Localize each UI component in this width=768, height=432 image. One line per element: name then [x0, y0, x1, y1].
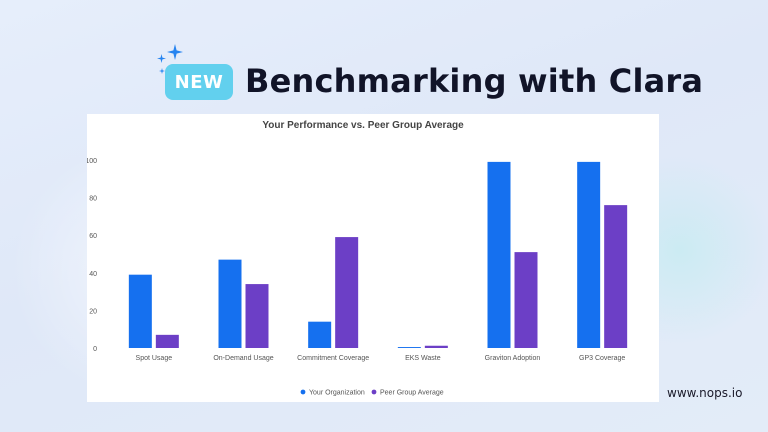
y-tick-label: 20 — [89, 308, 97, 315]
x-tick-label: Commitment Coverage — [297, 355, 369, 362]
bar-peer-group-average[interactable] — [514, 252, 538, 348]
y-tick-label: 100 — [87, 158, 97, 165]
x-axis: Spot Usage On-Demand Usage Commitment Cove… — [136, 355, 626, 362]
bar-peer-group-average[interactable] — [155, 334, 179, 348]
sparkle-icon — [157, 54, 166, 63]
bar-chart: Your Performance vs. Peer Group Average … — [87, 120, 628, 397]
bar-peer-group-average[interactable] — [604, 205, 628, 348]
legend-marker — [371, 389, 377, 395]
x-tick-label: EKS Waste — [405, 355, 441, 362]
new-badge: NEW — [165, 64, 233, 100]
bar-your-organization[interactable] — [128, 274, 152, 348]
sparkle-icon — [159, 68, 165, 74]
legend-marker — [300, 389, 306, 395]
y-tick-label: 0 — [93, 346, 97, 353]
y-tick-label: 80 — [89, 196, 97, 203]
bar-your-organization[interactable] — [397, 347, 421, 348]
bar-peer-group-average[interactable] — [424, 345, 448, 348]
bar-your-organization[interactable] — [308, 321, 332, 348]
legend[interactable]: Your Organization Peer Group Average — [300, 389, 444, 397]
x-tick-label: Graviton Adoption — [485, 355, 541, 362]
bar-your-organization[interactable] — [487, 161, 511, 348]
bars — [128, 161, 628, 348]
x-tick-label: Spot Usage — [136, 355, 173, 362]
sparkle-icon — [167, 44, 183, 60]
bar-your-organization[interactable] — [577, 161, 601, 348]
x-tick-label: On-Demand Usage — [213, 355, 273, 362]
legend-label[interactable]: Your Organization — [309, 390, 365, 397]
bar-peer-group-average[interactable] — [245, 284, 269, 348]
y-tick-label: 60 — [89, 233, 97, 240]
bar-peer-group-average[interactable] — [335, 237, 359, 348]
x-tick-label: GP3 Coverage — [579, 355, 625, 362]
chart-card: Your Performance vs. Peer Group Average … — [87, 114, 659, 402]
legend-label[interactable]: Peer Group Average — [380, 390, 444, 397]
y-axis: 0 20 40 60 80 100 — [87, 158, 97, 353]
bar-your-organization[interactable] — [218, 259, 242, 348]
website-link[interactable]: www.nops.io — [667, 386, 743, 400]
chart-title: Your Performance vs. Peer Group Average — [262, 120, 464, 131]
y-tick-label: 40 — [89, 271, 97, 278]
page-title: Benchmarking with Clara — [245, 62, 704, 100]
